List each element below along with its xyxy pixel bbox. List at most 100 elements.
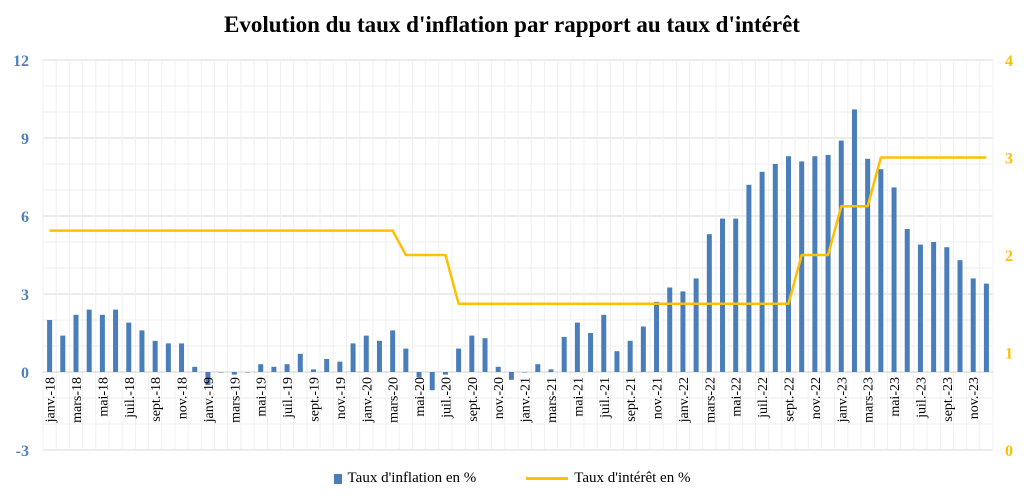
bar-inflation — [548, 369, 554, 372]
y-right-tick-label: 2 — [1005, 248, 1013, 265]
bar-inflation — [588, 333, 594, 372]
x-tick-label: mars-22 — [703, 377, 718, 423]
bar-inflation — [99, 314, 105, 372]
bar-inflation — [337, 361, 343, 372]
bar-inflation — [614, 351, 620, 372]
bar-inflation — [403, 348, 409, 372]
bar-inflation — [324, 359, 330, 372]
x-tick-label: mars-20 — [387, 377, 402, 423]
y-left-tick-label: -3 — [16, 443, 29, 460]
bar-inflation — [113, 309, 119, 372]
x-tick-label: juil.-20 — [439, 377, 454, 419]
bar-inflation — [231, 372, 237, 375]
x-tick-label: juil.-21 — [598, 377, 613, 419]
bar-inflation — [917, 244, 923, 372]
y-right-tick-label: 1 — [1005, 346, 1013, 363]
x-tick-label: mai-21 — [571, 377, 586, 417]
bar-inflation — [931, 242, 937, 372]
bar-inflation — [390, 330, 396, 372]
bar-inflation — [73, 314, 79, 372]
x-tick-label: sept.-21 — [624, 377, 639, 422]
x-tick-label: sept.-18 — [149, 377, 164, 422]
bar-inflation — [970, 278, 976, 372]
line-interest-rate — [49, 156, 987, 305]
bar-inflation — [667, 287, 673, 372]
y-left-tick-label: 3 — [21, 287, 29, 304]
y-left-tick-label: 0 — [21, 365, 29, 382]
bar-inflation — [983, 283, 989, 372]
bar-inflation — [416, 372, 422, 378]
bar-inflation — [218, 372, 224, 373]
x-tick-label: mars-23 — [862, 377, 877, 423]
x-tick-label: mai-23 — [888, 377, 903, 417]
bar-inflation — [60, 335, 66, 372]
bar-inflation — [456, 348, 462, 372]
bar-inflation — [482, 338, 488, 372]
bar-inflation — [179, 343, 185, 372]
legend-label: Taux d'inflation en % — [347, 470, 477, 486]
x-tick-label: sept.-19 — [307, 377, 322, 422]
bar-inflation — [535, 364, 541, 372]
bar-inflation — [469, 335, 475, 372]
bar-inflation — [205, 372, 211, 385]
x-tick-label: sept.-23 — [941, 377, 956, 422]
bar-inflation — [601, 314, 607, 372]
bar-inflation — [350, 343, 356, 372]
legend-item-inflation: Taux d'inflation en % — [333, 470, 477, 487]
bar-inflation — [574, 322, 580, 372]
x-tick-label: mars-19 — [228, 377, 243, 423]
x-tick-label: juil.-23 — [914, 377, 929, 419]
x-tick-label: janv.-21 — [519, 377, 534, 423]
x-tick-label: janv.-23 — [835, 377, 850, 423]
y-right-tick-label: 0 — [1005, 443, 1013, 460]
bar-inflation — [733, 218, 739, 372]
bar-inflation — [851, 109, 857, 373]
bar-inflation — [825, 154, 831, 372]
bar-inflation — [799, 161, 805, 372]
legend-swatch-bar — [333, 473, 342, 484]
x-tick-label: mai-22 — [730, 377, 745, 417]
x-tick-label: mai-19 — [255, 377, 270, 417]
x-tick-label: nov.-21 — [651, 377, 666, 419]
bar-inflation — [627, 340, 633, 372]
x-tick-label: nov.-23 — [967, 377, 982, 419]
bar-inflation — [284, 364, 290, 372]
bar-inflation — [152, 340, 158, 372]
bar-inflation — [944, 247, 950, 372]
bar-inflation — [693, 278, 699, 372]
bar-inflation — [785, 156, 791, 372]
x-tick-label: mars-18 — [70, 377, 85, 423]
x-tick-label: nov.-22 — [809, 377, 824, 419]
x-tick-label: juil.-22 — [756, 377, 771, 419]
y-right-tick-label: 3 — [1005, 151, 1013, 168]
bar-inflation — [720, 218, 726, 372]
bar-inflation — [245, 372, 251, 373]
x-tick-label: janv.-19 — [202, 377, 217, 423]
bar-inflation — [165, 343, 171, 372]
bar-inflation — [640, 326, 646, 372]
legend: Taux d'inflation en % Taux d'intérêt en … — [0, 470, 1024, 487]
x-tick-label: nov.-19 — [334, 377, 349, 419]
bar-inflation — [957, 260, 963, 372]
bar-inflation — [271, 366, 277, 372]
bar-inflation — [297, 353, 303, 372]
y-right-tick-label: 4 — [1005, 53, 1013, 70]
x-tick-label: mars-21 — [545, 377, 560, 423]
legend-label: Taux d'intérêt en % — [574, 470, 691, 486]
bar-inflation — [759, 171, 765, 372]
bar-inflation — [495, 366, 501, 372]
bar-inflation — [746, 184, 752, 372]
bar-inflation — [865, 158, 871, 372]
bar-inflation — [363, 335, 369, 372]
x-tick-label: mai-20 — [413, 377, 428, 417]
x-tick-label: sept.-22 — [782, 377, 797, 422]
bar-inflation — [812, 156, 818, 372]
bar-inflation — [838, 140, 844, 372]
bar-inflation — [904, 229, 910, 372]
x-tick-label: sept.-20 — [466, 377, 481, 422]
y-left-tick-label: 12 — [13, 53, 29, 70]
bar-inflation — [891, 187, 897, 372]
bar-inflation — [442, 372, 448, 375]
y-left-tick-label: 6 — [21, 209, 29, 226]
bar-inflation — [126, 322, 132, 372]
